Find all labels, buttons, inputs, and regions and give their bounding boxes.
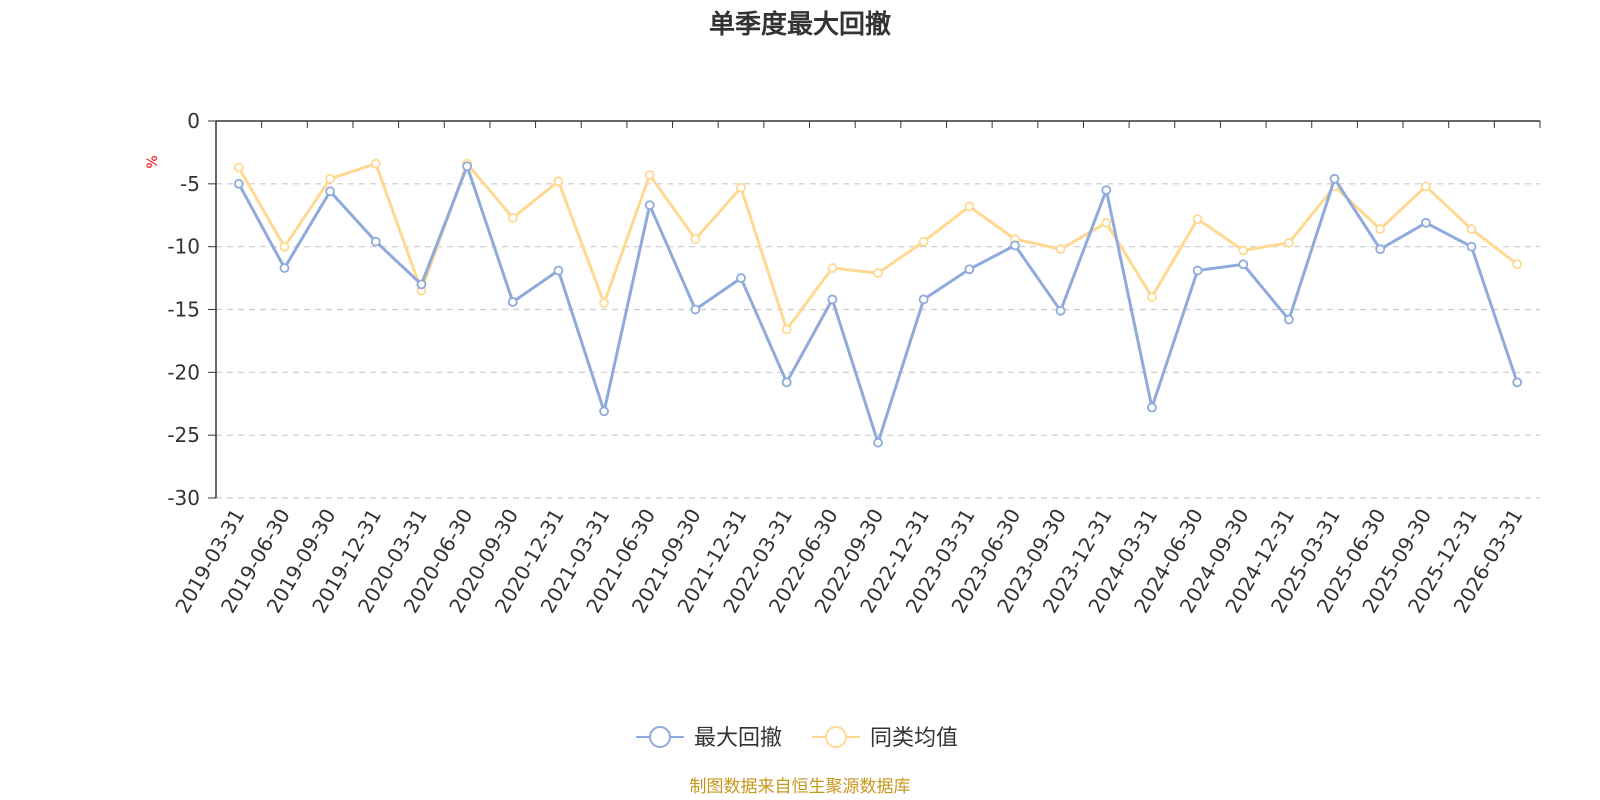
data-point[interactable] — [1238, 259, 1249, 270]
data-point[interactable] — [918, 294, 929, 305]
y-tick-label: -15 — [167, 298, 200, 322]
data-point[interactable] — [1283, 314, 1294, 325]
data-point[interactable] — [1420, 217, 1431, 228]
data-point[interactable] — [827, 263, 838, 273]
data-point[interactable] — [1147, 402, 1157, 413]
data-point[interactable] — [1147, 292, 1157, 302]
data-point[interactable] — [1283, 237, 1294, 248]
series — [233, 158, 1523, 448]
data-point[interactable] — [370, 158, 381, 169]
data-point[interactable] — [233, 162, 244, 173]
data-point[interactable] — [325, 173, 336, 184]
data-point[interactable] — [1101, 217, 1112, 228]
data-point[interactable] — [736, 273, 746, 283]
legend-marker-max-drawdown — [649, 726, 671, 748]
x-tick-labels: 2019-03-312019-06-302019-09-302019-12-31… — [170, 504, 1527, 617]
data-point[interactable] — [1375, 224, 1386, 234]
data-point[interactable] — [507, 297, 518, 307]
data-point[interactable] — [1329, 173, 1340, 184]
y-axis-unit-label: % — [145, 155, 161, 168]
data-point[interactable] — [1055, 244, 1066, 255]
y-tick-label: 0 — [187, 109, 200, 133]
chart-title: 单季度最大回撤 — [709, 9, 891, 40]
legend-item-peer-average[interactable]: 同类均值 — [812, 726, 958, 751]
data-point[interactable] — [781, 324, 792, 335]
legend: 最大回撤 同类均值 — [636, 726, 958, 751]
data-point[interactable] — [781, 377, 792, 388]
data-point[interactable] — [279, 241, 290, 252]
y-tick-label: -30 — [167, 486, 200, 510]
data-point[interactable] — [1512, 259, 1523, 270]
data-point[interactable] — [873, 268, 883, 278]
data-point[interactable] — [964, 264, 975, 275]
gridlines — [216, 183, 1540, 499]
data-point[interactable] — [1466, 224, 1477, 234]
data-point[interactable] — [462, 161, 473, 172]
data-point[interactable] — [1466, 241, 1477, 252]
data-point[interactable] — [1512, 377, 1523, 388]
data-point[interactable] — [1375, 244, 1386, 255]
y-tick-labels: 0 -5 -10 -15 -20 -25 -30 — [167, 109, 200, 510]
data-point[interactable] — [233, 178, 244, 189]
data-point[interactable] — [553, 265, 564, 276]
data-point[interactable] — [690, 304, 701, 315]
series-line — [237, 164, 1519, 445]
data-point[interactable] — [1192, 265, 1203, 276]
data-point[interactable] — [325, 186, 336, 197]
y-tick-label: -20 — [167, 360, 200, 384]
series-max-drawdown — [233, 161, 1523, 448]
data-point[interactable] — [873, 437, 883, 448]
axes — [208, 120, 1541, 499]
data-point[interactable] — [553, 176, 564, 187]
data-point[interactable] — [1010, 240, 1020, 251]
data-point[interactable] — [279, 263, 290, 273]
data-point[interactable] — [827, 294, 838, 305]
y-tick-label: -5 — [180, 172, 200, 196]
y-tick-label: -25 — [167, 423, 200, 447]
legend-label-peer-average: 同类均值 — [870, 726, 958, 751]
legend-label-max-drawdown: 最大回撤 — [694, 726, 782, 751]
data-point[interactable] — [507, 212, 518, 223]
data-point[interactable] — [1192, 214, 1203, 224]
data-source-note: 制图数据来自恒生聚源数据库 — [690, 777, 911, 797]
data-point[interactable] — [416, 279, 427, 290]
legend-marker-peer-average — [825, 726, 847, 748]
data-point[interactable] — [370, 236, 381, 247]
y-tick-label: -10 — [167, 235, 200, 259]
data-point[interactable] — [736, 182, 746, 193]
data-point[interactable] — [599, 406, 609, 417]
data-point[interactable] — [690, 234, 701, 245]
data-point[interactable] — [1055, 305, 1066, 316]
data-point[interactable] — [1238, 245, 1249, 256]
data-point[interactable] — [644, 200, 655, 211]
data-point[interactable] — [1420, 181, 1431, 192]
data-point[interactable] — [918, 236, 929, 247]
data-point[interactable] — [599, 298, 609, 309]
legend-item-max-drawdown[interactable]: 最大回撤 — [636, 726, 782, 751]
data-point[interactable] — [964, 201, 975, 212]
data-point[interactable] — [1101, 185, 1112, 196]
data-point[interactable] — [644, 170, 655, 180]
